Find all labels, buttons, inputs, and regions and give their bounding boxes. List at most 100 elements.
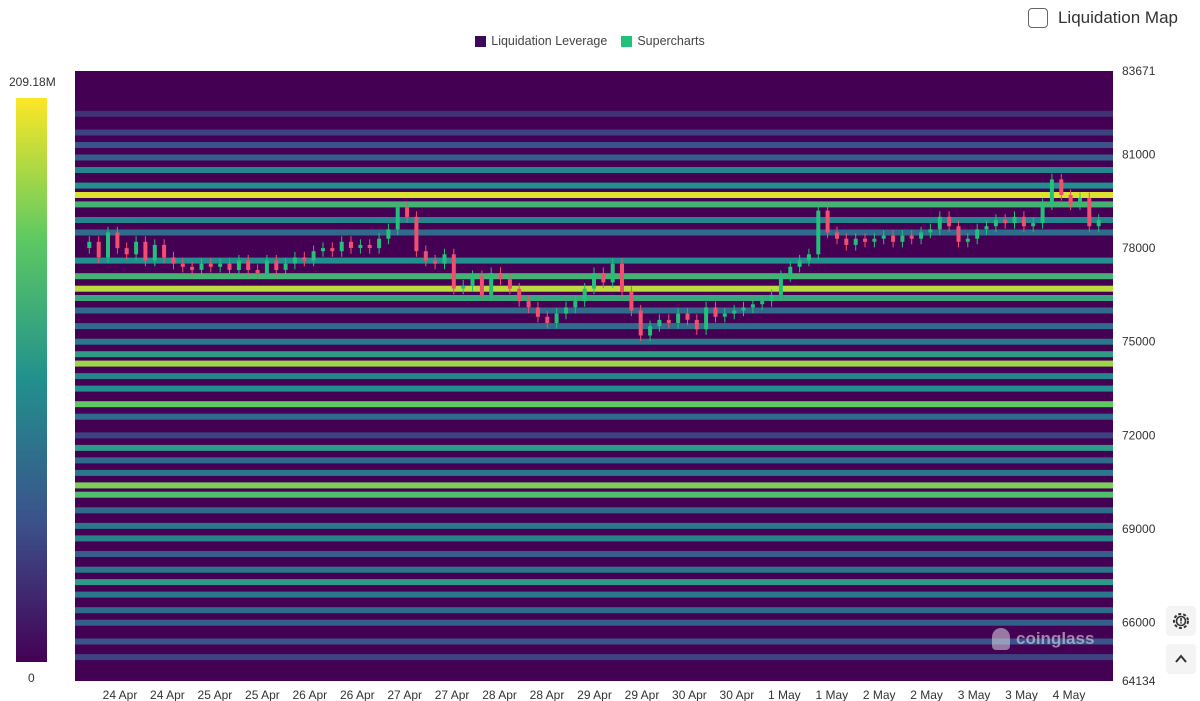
candle-body bbox=[676, 313, 681, 323]
candle-body bbox=[1087, 198, 1092, 227]
candle-body bbox=[479, 276, 484, 295]
liquidation-band bbox=[75, 413, 1113, 420]
candle-body bbox=[1049, 179, 1054, 205]
candle-body bbox=[685, 313, 690, 320]
candle-body bbox=[545, 316, 550, 323]
legend-swatch-liquidation-leverage bbox=[475, 35, 487, 47]
y-tick-label: 69000 bbox=[1122, 522, 1156, 536]
candle-body bbox=[115, 232, 120, 249]
candle-body bbox=[657, 319, 662, 327]
candle-body bbox=[180, 263, 185, 267]
candle-body bbox=[311, 251, 316, 261]
liquidation-band bbox=[75, 154, 1113, 161]
liquidation-band bbox=[75, 192, 1113, 198]
candle-body bbox=[87, 241, 92, 248]
liquidation-band bbox=[75, 491, 1113, 498]
liquidation-band bbox=[75, 457, 1113, 464]
candle-body bbox=[367, 244, 372, 248]
legend-item-liquidation-leverage[interactable]: Liquidation Leverage bbox=[475, 34, 607, 48]
x-tick-label: 28 Apr bbox=[482, 688, 517, 701]
candle-body bbox=[694, 319, 699, 330]
candle-body bbox=[96, 241, 101, 258]
liquidation-band bbox=[75, 385, 1113, 392]
liquidation-band bbox=[75, 469, 1113, 476]
candle-body bbox=[349, 241, 353, 248]
liquidation-map-label: Liquidation Map bbox=[1057, 8, 1178, 27]
x-tick-label: 27 Apr bbox=[435, 688, 470, 701]
x-tick-label: 1 May bbox=[768, 688, 801, 701]
liquidation-band bbox=[75, 201, 1113, 208]
liquidation-band bbox=[75, 351, 1113, 358]
candles-layer bbox=[87, 173, 1101, 342]
liquidation-band bbox=[75, 535, 1113, 542]
candle-body bbox=[1021, 216, 1026, 227]
candle-body bbox=[386, 229, 391, 239]
liquidation-band bbox=[75, 591, 1113, 598]
liquidation-band bbox=[75, 323, 1113, 330]
coinglass-logo-icon bbox=[992, 628, 1010, 650]
liquidation-band bbox=[75, 307, 1113, 314]
candle-body bbox=[517, 288, 522, 302]
x-tick-label: 25 Apr bbox=[245, 688, 280, 701]
liquidation-band bbox=[75, 182, 1113, 189]
legend-label: Supercharts bbox=[637, 34, 705, 48]
candle-body bbox=[218, 263, 223, 267]
y-tick-label: 78000 bbox=[1122, 241, 1156, 255]
candle-body bbox=[1012, 216, 1017, 223]
y-tick-label: 64134 bbox=[1122, 674, 1156, 688]
candle-body bbox=[321, 248, 325, 252]
candle-body bbox=[881, 235, 886, 239]
candle-body bbox=[1003, 220, 1008, 224]
legend-item-supercharts[interactable]: Supercharts bbox=[621, 34, 705, 48]
color-scale-bar bbox=[16, 98, 47, 662]
candle-body bbox=[1040, 204, 1045, 224]
liquidation-band bbox=[75, 360, 1113, 367]
candle-body bbox=[470, 276, 475, 286]
candle-body bbox=[582, 288, 587, 302]
candle-body bbox=[769, 294, 774, 302]
candle-body bbox=[956, 226, 961, 242]
y-tick-label: 75000 bbox=[1122, 335, 1156, 349]
candle-body bbox=[236, 260, 241, 270]
candle-body bbox=[1059, 179, 1064, 195]
x-tick-label: 4 May bbox=[1053, 688, 1086, 701]
liquidation-map-checkbox[interactable] bbox=[1027, 8, 1048, 28]
candle-body bbox=[947, 216, 952, 227]
candle-body bbox=[1078, 198, 1082, 205]
liquidation-band bbox=[75, 579, 1113, 586]
liquidation-band bbox=[75, 482, 1113, 489]
candle-body bbox=[975, 229, 980, 239]
liquidation-band bbox=[75, 654, 1113, 661]
candle-body bbox=[778, 276, 783, 295]
candle-body bbox=[171, 257, 176, 264]
candle-body bbox=[666, 319, 671, 323]
liquidation-band bbox=[75, 444, 1113, 451]
candle-body bbox=[1068, 195, 1073, 205]
x-tick-label: 29 Apr bbox=[577, 688, 612, 701]
chart-settings-button[interactable] bbox=[1166, 606, 1196, 636]
candle-body bbox=[984, 226, 989, 230]
candle-body bbox=[190, 266, 195, 270]
candle-body bbox=[461, 285, 466, 289]
scroll-up-button[interactable] bbox=[1166, 644, 1196, 674]
x-tick-label: 1 May bbox=[815, 688, 848, 701]
x-tick-label: 26 Apr bbox=[292, 688, 327, 701]
liquidation-map-toggle[interactable]: Liquidation Map bbox=[1027, 8, 1178, 28]
x-tick-label: 24 Apr bbox=[103, 688, 138, 701]
candle-body bbox=[760, 301, 765, 305]
liquidation-band bbox=[75, 619, 1113, 626]
candle-body bbox=[806, 254, 811, 261]
y-tick-label: 83671 bbox=[1122, 64, 1156, 78]
candle-body bbox=[152, 244, 157, 261]
candle-body bbox=[124, 248, 129, 255]
colorbar-min-label: 0 bbox=[28, 671, 35, 685]
candle-body bbox=[928, 229, 933, 233]
x-tick-label: 30 Apr bbox=[672, 688, 707, 701]
candle-body bbox=[414, 216, 419, 252]
liquidation-band bbox=[75, 110, 1113, 117]
gear-icon bbox=[1173, 613, 1189, 629]
candle-body bbox=[405, 207, 410, 217]
candle-body bbox=[274, 260, 279, 270]
candle-body bbox=[648, 326, 653, 336]
